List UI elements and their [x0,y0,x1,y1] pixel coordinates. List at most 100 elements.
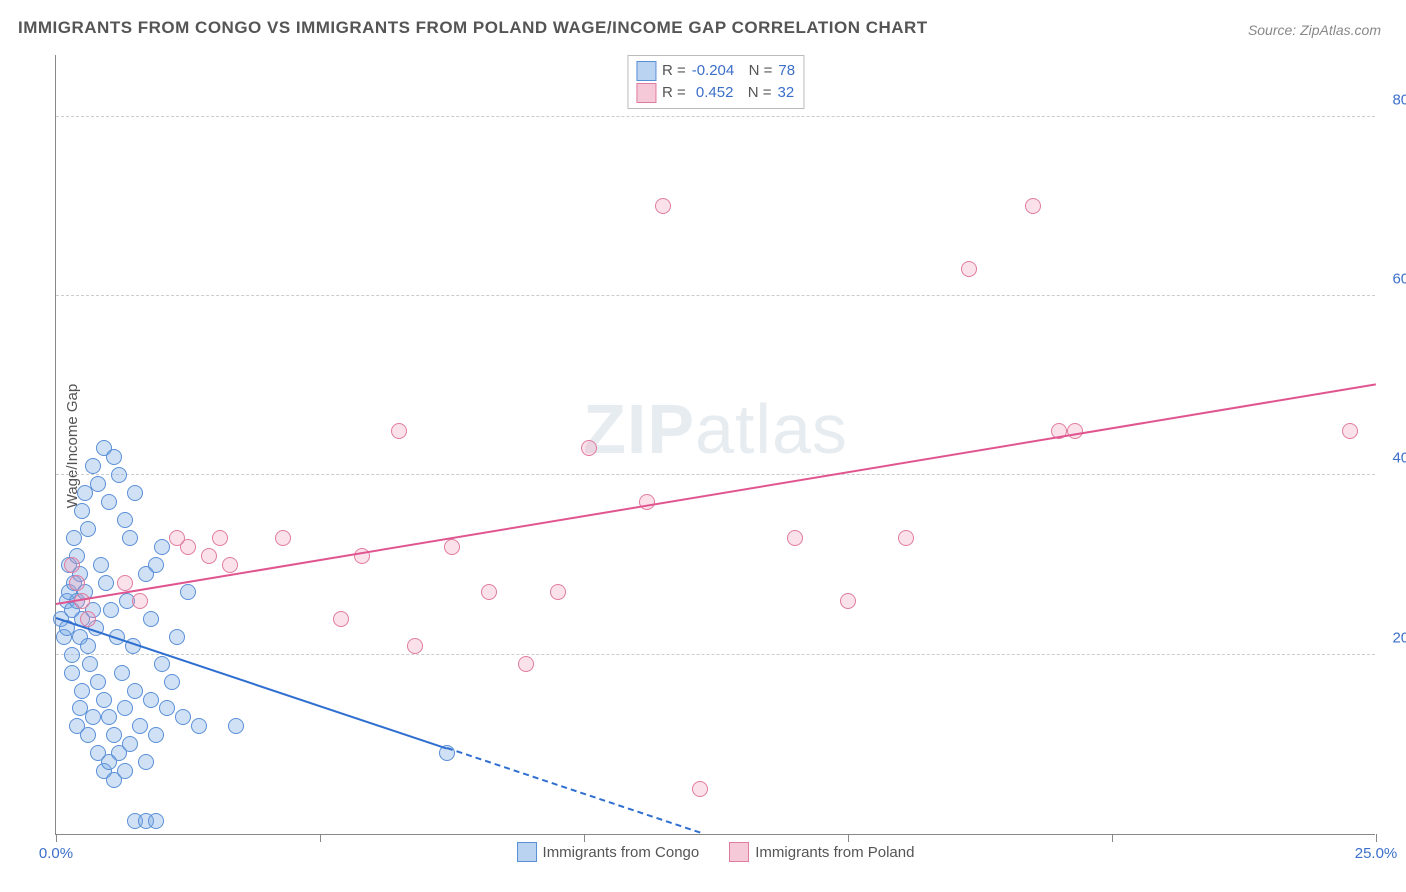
legend-label-poland: Immigrants from Poland [755,844,914,861]
swatch-poland-icon [729,842,749,862]
legend-item-poland: Immigrants from Poland [729,842,914,862]
congo-point [82,656,98,672]
poland-point [481,584,497,600]
chart-title: IMMIGRANTS FROM CONGO VS IMMIGRANTS FROM… [18,18,928,38]
poland-point [407,638,423,654]
x-tick-label: 25.0% [1355,845,1398,862]
poland-point [132,593,148,609]
x-tick-label: 0.0% [39,845,73,862]
r-label: R = [662,82,686,104]
poland-point [222,557,238,573]
congo-point [143,611,159,627]
congo-point [143,692,159,708]
r-label: R = [662,60,686,82]
poland-point [180,539,196,555]
x-tick [56,834,57,842]
congo-point [191,718,207,734]
x-tick [848,834,849,842]
n-value-poland: 32 [778,82,795,104]
congo-point [154,656,170,672]
legend-row-congo: R = -0.204 N = 78 [636,60,795,82]
r-value-poland: 0.452 [692,82,734,104]
poland-point [787,530,803,546]
congo-point [164,674,180,690]
x-tick [320,834,321,842]
congo-point [101,754,117,770]
y-tick-label: 20.0% [1380,629,1406,646]
congo-point [80,638,96,654]
congo-point [64,665,80,681]
congo-point [148,557,164,573]
r-value-congo: -0.204 [692,60,735,82]
poland-point [655,198,671,214]
poland-trendline [56,384,1376,606]
congo-point [74,683,90,699]
source-label: Source: ZipAtlas.com [1248,22,1381,38]
congo-point [85,458,101,474]
congo-point [85,709,101,725]
swatch-congo-icon [636,61,656,81]
poland-point [333,611,349,627]
congo-point [74,503,90,519]
poland-point [898,530,914,546]
congo-point [154,539,170,555]
swatch-congo-icon [517,842,537,862]
x-tick [1376,834,1377,842]
legend-item-congo: Immigrants from Congo [517,842,700,862]
watermark-thin: atlas [695,390,848,468]
n-label: N = [739,82,771,104]
congo-point [122,736,138,752]
x-tick [1112,834,1113,842]
congo-point [117,763,133,779]
congo-point [96,692,112,708]
x-tick [584,834,585,842]
n-label: N = [740,60,772,82]
congo-point [148,813,164,829]
congo-point [117,700,133,716]
poland-point [444,539,460,555]
plot-area: ZIPatlas R = -0.204 N = 78 R = 0.452 N =… [55,55,1375,835]
congo-point [117,512,133,528]
poland-point [550,584,566,600]
congo-point [80,521,96,537]
congo-point [148,727,164,743]
y-tick-label: 40.0% [1380,450,1406,467]
y-tick-label: 80.0% [1380,91,1406,108]
poland-point [391,423,407,439]
congo-point [106,727,122,743]
swatch-poland-icon [636,83,656,103]
congo-point [64,647,80,663]
poland-point [80,611,96,627]
congo-point [101,709,117,725]
congo-point [103,602,119,618]
congo-point [159,700,175,716]
congo-point [93,557,109,573]
congo-point [80,727,96,743]
congo-point [122,530,138,546]
poland-point [518,656,534,672]
poland-point [117,575,133,591]
congo-point [114,665,130,681]
poland-point [212,530,228,546]
legend-row-poland: R = 0.452 N = 32 [636,82,795,104]
congo-point [98,575,114,591]
legend-label-congo: Immigrants from Congo [543,844,700,861]
poland-point [64,557,80,573]
poland-point [69,575,85,591]
n-value-congo: 78 [778,60,795,82]
watermark-bold: ZIP [583,390,695,468]
poland-point [201,548,217,564]
congo-point [132,718,148,734]
correlation-legend: R = -0.204 N = 78 R = 0.452 N = 32 [627,55,804,109]
gridline [56,295,1375,296]
congo-point [90,674,106,690]
congo-point [101,494,117,510]
poland-point [1342,423,1358,439]
poland-point [639,494,655,510]
gridline [56,474,1375,475]
congo-point [127,683,143,699]
poland-point [581,440,597,456]
congo-point [169,629,185,645]
congo-point [180,584,196,600]
poland-point [840,593,856,609]
